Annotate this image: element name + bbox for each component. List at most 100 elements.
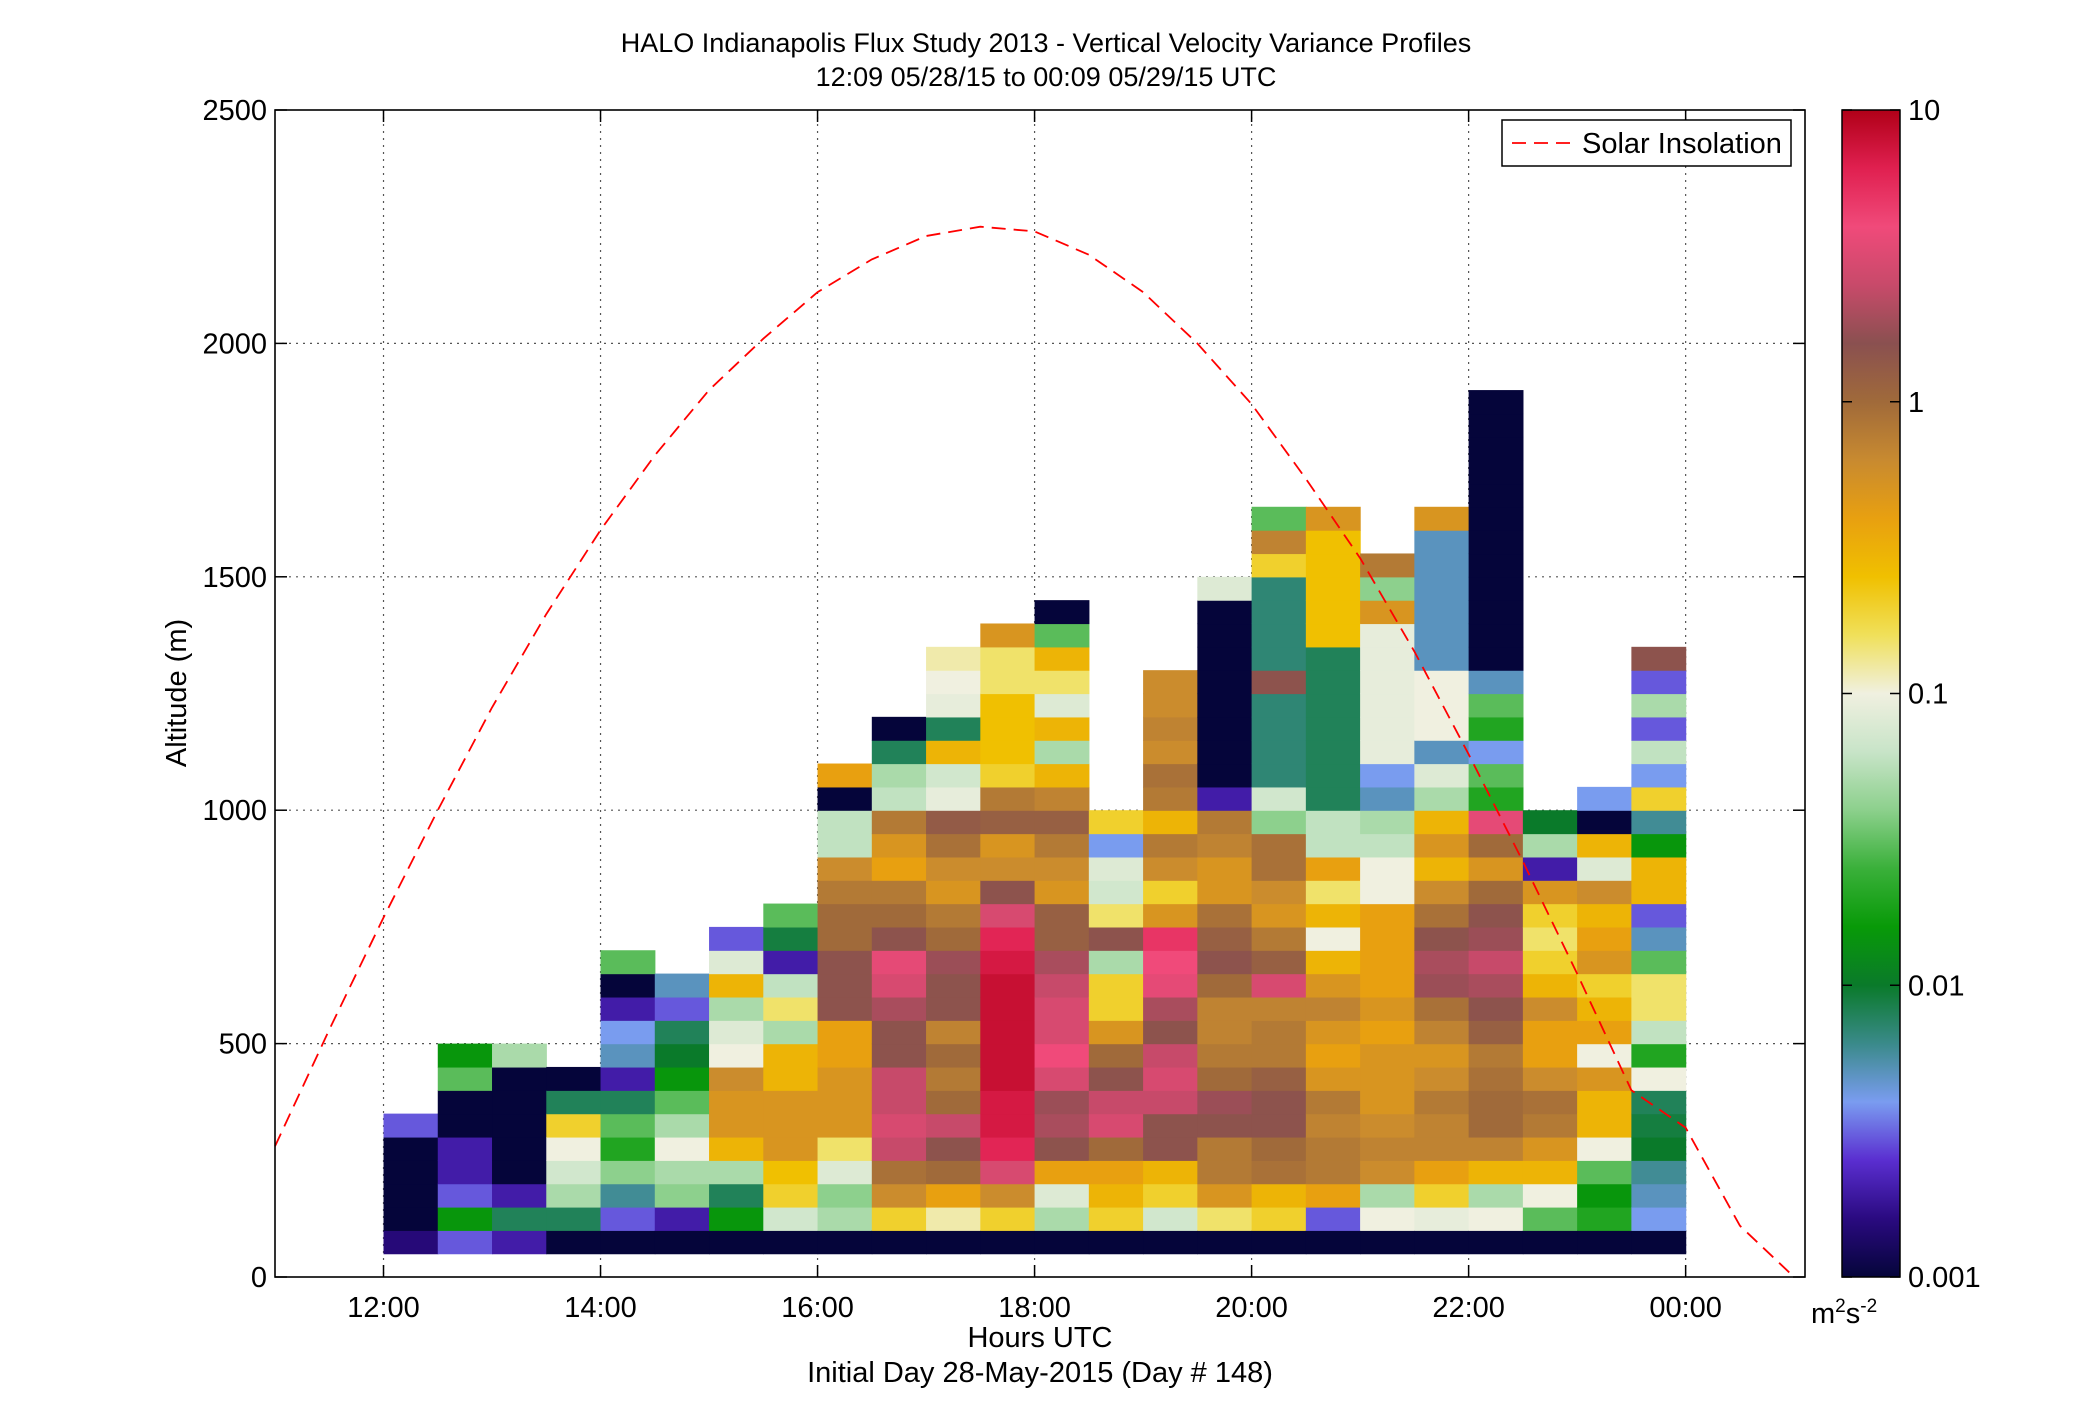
heatmap-cell — [383, 1183, 439, 1208]
heatmap-cell — [1305, 833, 1361, 858]
heatmap-cell — [492, 1066, 547, 1091]
heatmap-cell — [709, 1066, 764, 1091]
heatmap-cell — [1577, 1113, 1632, 1138]
heatmap-cell — [1360, 1230, 1415, 1255]
heatmap-cell — [1088, 833, 1144, 858]
heatmap-cell — [1414, 1230, 1470, 1255]
heatmap-cell — [492, 1113, 547, 1138]
heatmap-cell — [1088, 1043, 1144, 1068]
heatmap-cell — [1034, 1066, 1090, 1091]
heatmap-cell — [1143, 903, 1198, 928]
heatmap-cell — [1468, 810, 1524, 835]
heatmap-cell — [980, 810, 1036, 835]
x-tick-label: 12:00 — [347, 1292, 420, 1324]
heatmap-cell — [1631, 693, 1687, 718]
heatmap-cell — [709, 1043, 764, 1068]
heatmap-cell — [1197, 716, 1253, 741]
heatmap-cell — [1251, 973, 1307, 998]
heatmap-cell — [980, 1043, 1036, 1068]
heatmap-cell — [1034, 1160, 1090, 1185]
heatmap-cell — [1197, 1090, 1253, 1115]
heatmap-cell — [1034, 1206, 1090, 1231]
legend-box — [1501, 119, 1792, 167]
heatmap-cell — [926, 880, 981, 905]
heatmap-cell — [600, 1206, 656, 1231]
heatmap-cell — [1143, 926, 1198, 951]
heatmap-cell — [980, 1113, 1036, 1138]
heatmap-cell — [1631, 1043, 1687, 1068]
heatmap-cell — [1034, 1136, 1090, 1161]
heatmap-cell — [1522, 1043, 1578, 1068]
heatmap-cells — [383, 390, 1687, 1255]
heatmap-cell — [1197, 1206, 1253, 1231]
heatmap-cell — [709, 950, 764, 975]
heatmap-cell — [1577, 786, 1632, 811]
chart-title: HALO Indianapolis Flux Study 2013 - Vert… — [621, 28, 1471, 58]
heatmap-cell — [871, 880, 927, 905]
heatmap-cell — [1631, 763, 1687, 788]
heatmap-cell — [1034, 1230, 1090, 1255]
heatmap-cell — [1088, 996, 1144, 1021]
heatmap-cell — [1305, 1230, 1361, 1255]
heatmap-cell — [1305, 880, 1361, 905]
heatmap-cell — [926, 856, 981, 881]
heatmap-cell — [1305, 973, 1361, 998]
heatmap-cell — [1088, 1066, 1144, 1091]
heatmap-cell — [1522, 880, 1578, 905]
heatmap-cell — [1143, 1043, 1198, 1068]
heatmap-cell — [654, 1020, 710, 1045]
legend: Solar Insolation — [1501, 119, 1792, 167]
heatmap-cell — [926, 833, 981, 858]
heatmap-cell — [817, 1020, 873, 1045]
heatmap-cell — [1468, 716, 1524, 741]
heatmap-cell — [926, 810, 981, 835]
heatmap-cell — [1143, 1090, 1198, 1115]
heatmap-cell — [1305, 786, 1361, 811]
heatmap-cell — [763, 1043, 819, 1068]
heatmap-cell — [1414, 530, 1470, 555]
heatmap-cell — [1197, 693, 1253, 718]
heatmap-cell — [926, 950, 981, 975]
heatmap-cell — [980, 1136, 1036, 1161]
heatmap-cell — [1468, 506, 1524, 531]
heatmap-cell — [709, 973, 764, 998]
heatmap-cell — [1468, 1113, 1524, 1138]
heatmap-cell — [871, 810, 927, 835]
heatmap-cell — [763, 903, 819, 928]
heatmap-cell — [1522, 1206, 1578, 1231]
heatmap-cell — [1034, 1183, 1090, 1208]
heatmap-cell — [1034, 1043, 1090, 1068]
heatmap-cell — [1360, 623, 1415, 648]
heatmap-cell — [1034, 1090, 1090, 1115]
heatmap-cell — [980, 950, 1036, 975]
heatmap-cell — [926, 716, 981, 741]
heatmap-cell — [1251, 693, 1307, 718]
heatmap-cell — [1143, 1136, 1198, 1161]
heatmap-cell — [709, 1206, 764, 1231]
heatmap-cell — [1468, 950, 1524, 975]
heatmap-cell — [871, 740, 927, 765]
heatmap-cell — [546, 1206, 602, 1231]
heatmap-cell — [1197, 1183, 1253, 1208]
heatmap-cell — [817, 1230, 873, 1255]
y-tick-label: 1500 — [202, 562, 267, 594]
heatmap-cell — [1468, 530, 1524, 555]
heatmap-cell — [817, 1066, 873, 1091]
heatmap-cell — [1360, 1020, 1415, 1045]
heatmap-cell — [1468, 390, 1524, 415]
heatmap-cell — [1468, 553, 1524, 578]
heatmap-cell — [1034, 926, 1090, 951]
heatmap-cell — [1468, 413, 1524, 438]
heatmap-cell — [1360, 1043, 1415, 1068]
heatmap-cell — [1414, 833, 1470, 858]
heatmap-cell — [1468, 973, 1524, 998]
colorbar-tick-label: 0.001 — [1908, 1262, 1981, 1294]
heatmap-cell — [1414, 646, 1470, 671]
heatmap-cell — [980, 833, 1036, 858]
heatmap-cell — [1143, 973, 1198, 998]
heatmap-cell — [1143, 833, 1198, 858]
heatmap-cell — [709, 1160, 764, 1185]
heatmap-cell — [1034, 1020, 1090, 1045]
heatmap-cell — [1468, 1066, 1524, 1091]
heatmap-cell — [1360, 600, 1415, 625]
